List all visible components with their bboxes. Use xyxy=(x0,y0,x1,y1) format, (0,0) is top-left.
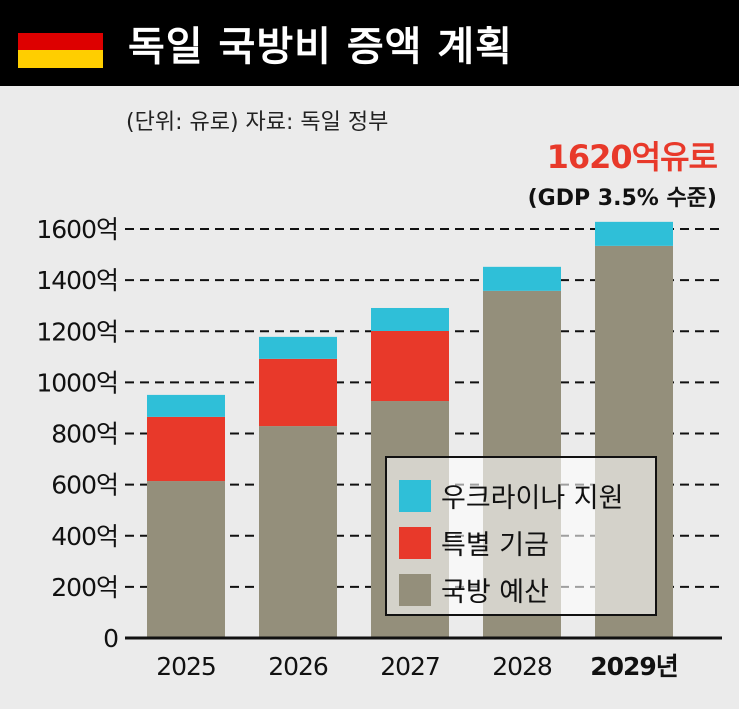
y-tick-label: 200억 xyxy=(51,573,118,602)
bar-segment-special-fund xyxy=(147,416,225,482)
bar-segment-defense xyxy=(259,426,337,638)
bar-segment-ukraine xyxy=(259,336,337,359)
legend-label: 국방 예산 xyxy=(441,577,549,608)
y-tick-label: 400억 xyxy=(51,522,118,551)
legend-label: 우크라이나 지원 xyxy=(441,483,624,514)
x-tick-label: 2028 xyxy=(492,652,552,681)
y-tick-label: 0 xyxy=(103,624,118,653)
y-tick-label: 1400억 xyxy=(36,266,118,295)
legend: 우크라이나 지원 특별 기금 국방 예산 xyxy=(385,456,657,616)
x-tick-label: 2027 xyxy=(380,652,440,681)
y-tick-label: 600억 xyxy=(51,471,118,500)
bar-segment-special-fund xyxy=(371,330,449,402)
bar-segment-special-fund xyxy=(259,358,337,427)
bar-segment-ukraine xyxy=(147,394,225,417)
legend-swatch xyxy=(399,526,431,559)
bar-segment-ukraine xyxy=(483,266,561,291)
header-bar: 독일 국방비 증액 계획 xyxy=(0,0,739,86)
flag-stripe-red xyxy=(18,32,103,51)
legend-item-ukraine: 우크라이나 지원 xyxy=(399,472,655,519)
y-tick-label: 1000억 xyxy=(36,368,118,397)
x-tick-label: 2029년 xyxy=(590,652,678,681)
x-tick-label: 2026 xyxy=(268,652,328,681)
source-note: (단위: 유로) 자료: 독일 정부 xyxy=(126,110,389,135)
flag-stripe-black xyxy=(18,15,103,33)
chart-title: 독일 국방비 증액 계획 xyxy=(128,24,513,70)
y-tick-label: 800억 xyxy=(51,420,118,449)
y-tick-label: 1200억 xyxy=(36,317,118,346)
flag-stripe-gold xyxy=(18,50,103,68)
x-tick-label: 2025 xyxy=(156,652,216,681)
legend-item-special-fund: 특별 기금 xyxy=(399,519,655,566)
annotation-note: (GDP 3.5% 수준) xyxy=(527,186,717,211)
bar-segment-defense xyxy=(147,481,225,638)
legend-swatch xyxy=(399,479,431,512)
legend-swatch xyxy=(399,573,431,606)
legend-label: 특별 기금 xyxy=(441,530,549,561)
germany-flag-icon xyxy=(18,15,103,68)
legend-item-defense-budget: 국방 예산 xyxy=(399,566,655,613)
annotation-2029: 1620억유로 (GDP 3.5% 수준) xyxy=(527,132,718,212)
bar-segment-ukraine xyxy=(595,221,673,246)
annotation-amount: 1620억유로 xyxy=(546,138,718,176)
bar-segment-ukraine xyxy=(371,307,449,331)
y-tick-label: 1600억 xyxy=(36,215,118,244)
